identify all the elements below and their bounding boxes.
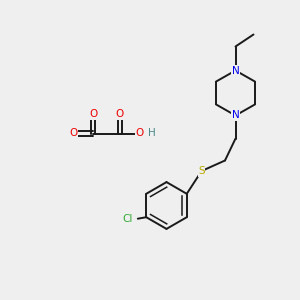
Text: Cl: Cl	[122, 214, 132, 224]
Text: S: S	[198, 166, 205, 176]
Text: O: O	[135, 128, 144, 139]
Text: O: O	[69, 128, 78, 139]
Text: H: H	[148, 128, 156, 139]
Text: O: O	[116, 109, 124, 119]
Text: O: O	[89, 109, 97, 119]
Text: N: N	[232, 65, 239, 76]
Text: N: N	[232, 110, 239, 121]
